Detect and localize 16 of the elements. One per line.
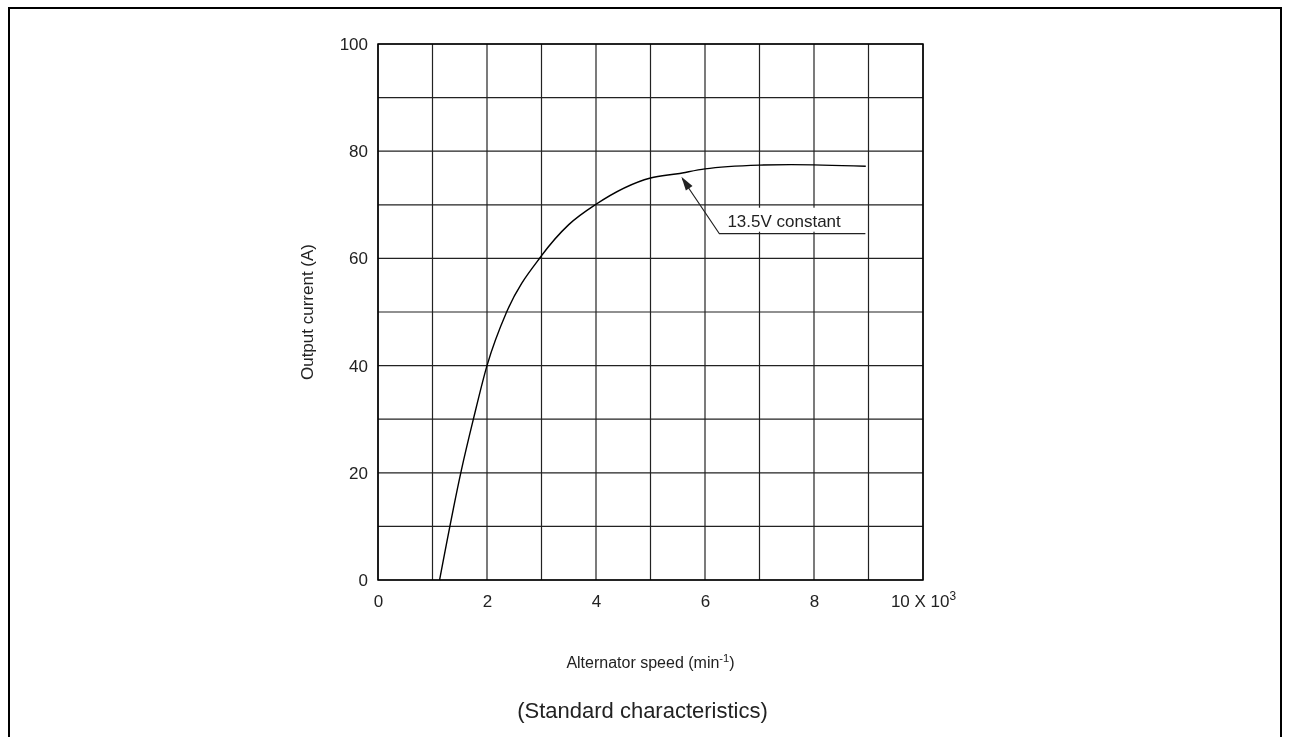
x-tick-label: 6 — [700, 592, 711, 611]
x-axis-title: Alternator speed (min$^{-1}$) — [566, 652, 735, 671]
annotation: 13.5V constant — [727, 211, 842, 231]
y-axis-title: Output current (A) — [298, 243, 317, 381]
y-tick-label: 60 — [349, 249, 368, 269]
x-tick-label: 0 — [373, 592, 384, 611]
y-tick-label: 20 — [349, 463, 368, 483]
text: (Standard characteristics) — [517, 698, 768, 723]
x-tick-label: 4 — [591, 592, 602, 611]
y-tick-label: 100 — [339, 34, 368, 54]
x-tick-label: 8 — [809, 592, 820, 611]
x-tick-label: 10 X 10$^{3}$ — [890, 589, 957, 611]
y-tick-label: 80 — [349, 142, 368, 162]
y-tick-label: 40 — [349, 356, 368, 376]
x-tick-label: 2 — [482, 592, 493, 611]
y-tick-label: 0 — [358, 570, 368, 590]
